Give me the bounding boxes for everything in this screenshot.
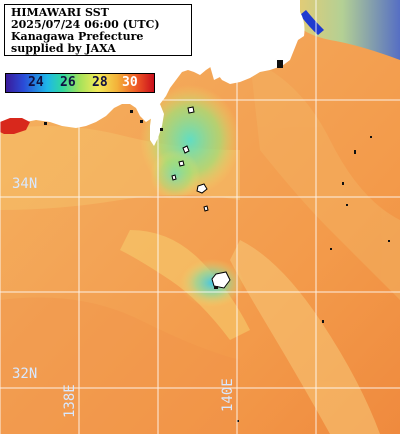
temperature-colorbar: 24 26 28 30: [5, 73, 155, 93]
warm-patch-west: [0, 118, 30, 134]
colorbar-tick-24: 24: [28, 75, 44, 90]
cloud-mask-pixels: [44, 60, 390, 422]
cool-spot-south: [180, 259, 244, 307]
info-region: Kanagawa Prefecture: [11, 30, 144, 43]
lat-label-32n: 32N: [12, 366, 38, 382]
colorbar-tick-26: 26: [60, 75, 76, 90]
izu-islands: [171, 106, 231, 289]
info-box: HIMAWARI SST 2025/07/24 06:00 (UTC) Kana…: [4, 4, 192, 56]
colorbar-tick-28: 28: [92, 75, 108, 90]
colorbar-tick-30: 30: [122, 75, 138, 90]
coastal-cool-band: [285, 0, 400, 60]
info-source: supplied by JAXA: [11, 42, 116, 55]
info-datetime: 2025/07/24 06:00 (UTC): [11, 18, 160, 31]
land-izu: [150, 104, 164, 146]
lat-label-34n: 34N: [12, 176, 38, 192]
info-title: HIMAWARI SST: [11, 6, 109, 19]
lon-label-138e: 138E: [62, 384, 78, 418]
lon-label-140e: 140E: [220, 378, 236, 412]
land-miura: [210, 60, 224, 80]
